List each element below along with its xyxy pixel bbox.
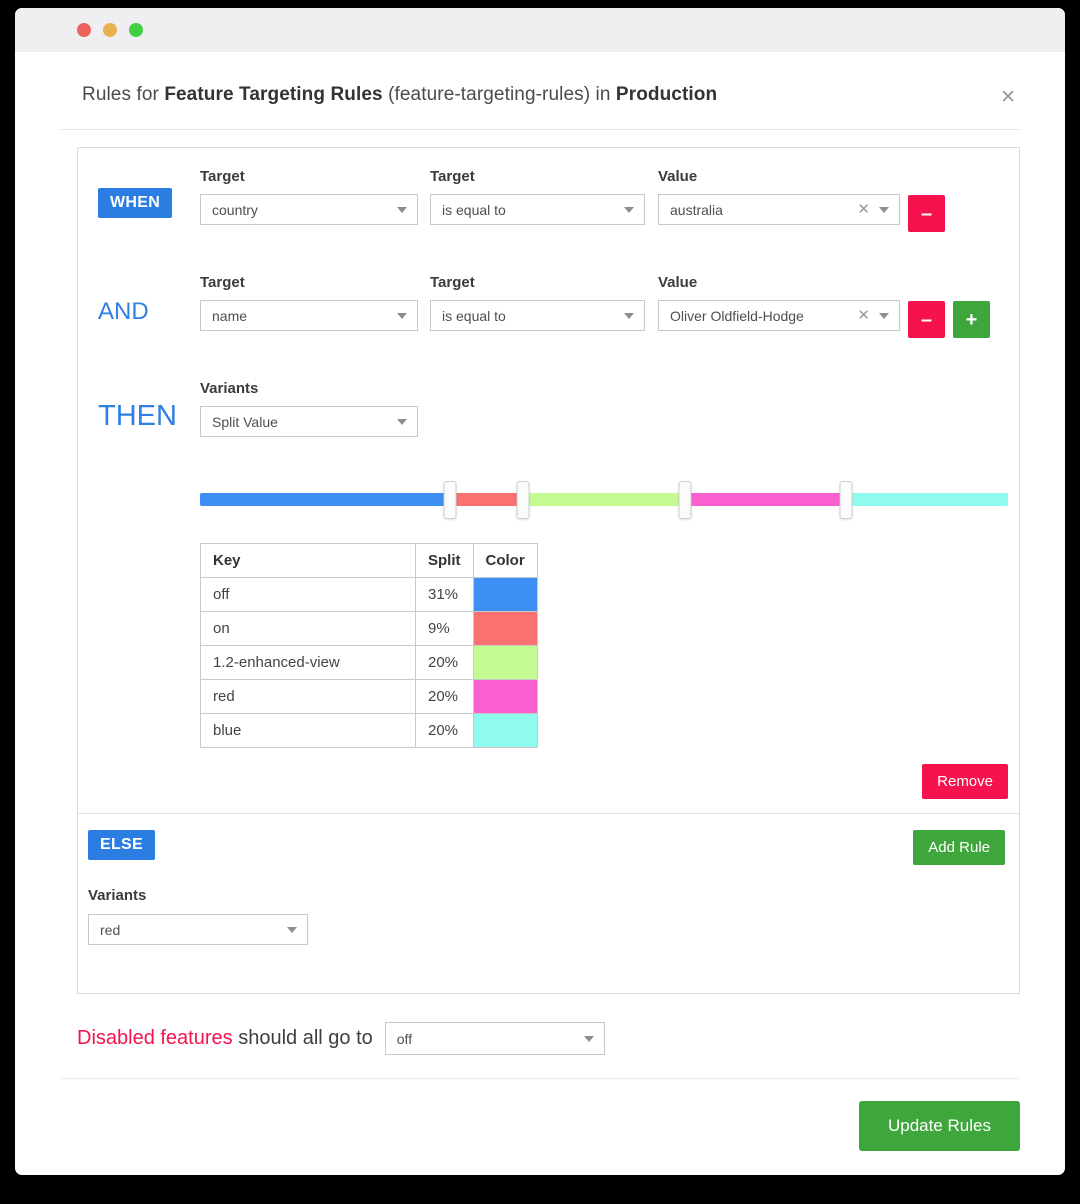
split-table: Key Split Color off 31% on (200, 543, 538, 748)
slider-segment-on (450, 493, 524, 506)
variant-color-swatch (472, 577, 538, 612)
variant-split: 9% (415, 611, 474, 646)
table-row: on 9% (200, 611, 538, 646)
chevron-down-icon (879, 312, 889, 319)
close-icon[interactable]: ✕ (996, 86, 1020, 109)
remove-condition-button[interactable]: – (908, 301, 945, 338)
target-attribute-label: Target (200, 274, 245, 291)
then-row: THEN Variants Split Value (98, 380, 999, 437)
column-header-key: Key (200, 543, 416, 578)
operator-select[interactable]: is equal to (430, 300, 645, 331)
target-attribute-select[interactable]: name (200, 300, 418, 331)
slider-handle[interactable] (516, 481, 530, 519)
remove-rule-button[interactable]: Remove (922, 764, 1008, 799)
table-row: blue 20% (200, 713, 538, 748)
page-title: Rules for Feature Targeting Rules (featu… (82, 84, 718, 105)
chevron-down-icon (879, 206, 889, 213)
value-select[interactable]: Oliver Oldfield-Hodge ✕ (658, 300, 900, 331)
rule-section: WHEN Target country Target is equal to (78, 148, 1019, 813)
target-attribute-label: Target (200, 168, 245, 185)
slider-handle[interactable] (839, 481, 853, 519)
table-row: red 20% (200, 679, 538, 714)
and-keyword: AND (98, 298, 149, 325)
condition-row-and: AND Target name Target is equal to (98, 274, 999, 338)
variant-color-swatch (472, 611, 538, 646)
variant-split: 20% (415, 713, 474, 748)
else-badge: ELSE (88, 830, 155, 860)
table-row: 1.2-enhanced-view 20% (200, 645, 538, 680)
disabled-features-label: Disabled features (77, 1027, 233, 1049)
split-slider (200, 481, 1008, 519)
environment-name: Production (615, 84, 718, 105)
value-label: Value (658, 274, 698, 291)
chevron-down-icon (397, 312, 407, 319)
maximize-window-dot[interactable] (129, 23, 143, 37)
footer-divider (60, 1078, 1020, 1079)
chevron-down-icon (397, 418, 407, 425)
variant-color-swatch (472, 713, 538, 748)
disabled-features-text: should all go to (238, 1027, 373, 1049)
when-badge: WHEN (98, 188, 173, 218)
slider-segment-off (200, 493, 451, 506)
window-titlebar (15, 8, 1065, 52)
variant-key: red (200, 679, 416, 714)
split-slider-bar (200, 493, 1008, 506)
variant-color-swatch (472, 645, 538, 680)
app-window: Rules for Feature Targeting Rules (featu… (15, 8, 1065, 1175)
variants-select[interactable]: Split Value (200, 406, 418, 437)
modal-header: Rules for Feature Targeting Rules (featu… (60, 52, 1020, 130)
variant-color-swatch (472, 679, 538, 714)
minimize-window-dot[interactable] (103, 23, 117, 37)
chevron-down-icon (624, 312, 634, 319)
split-table-header: Key Split Color (200, 543, 538, 578)
close-window-dot[interactable] (77, 23, 91, 37)
rules-panel: WHEN Target country Target is equal to (77, 147, 1020, 994)
add-rule-button[interactable]: Add Rule (913, 830, 1005, 865)
value-select[interactable]: australia ✕ (658, 194, 900, 225)
column-header-split: Split (415, 543, 474, 578)
variant-split: 31% (415, 577, 474, 612)
clear-icon[interactable]: ✕ (857, 307, 870, 324)
clear-icon[interactable]: ✕ (857, 201, 870, 218)
target-attribute-select[interactable]: country (200, 194, 418, 225)
else-variants-select[interactable]: red (88, 914, 308, 945)
flag-name: Feature Targeting Rules (164, 84, 383, 105)
table-row: off 31% (200, 577, 538, 612)
slider-handle[interactable] (443, 481, 457, 519)
disabled-features-row: Disabled features should all go to off (77, 1022, 1020, 1055)
condition-row-when: WHEN Target country Target is equal to (98, 168, 999, 232)
slider-segment-blue (846, 493, 1008, 506)
variant-key: on (200, 611, 416, 646)
variant-split: 20% (415, 645, 474, 680)
variant-key: 1.2-enhanced-view (200, 645, 416, 680)
else-variants-label: Variants (88, 887, 147, 904)
variant-key: blue (200, 713, 416, 748)
modal-content: Rules for Feature Targeting Rules (featu… (15, 52, 1065, 1175)
else-section: ELSE Add Rule Variants red (78, 813, 1019, 993)
operator-label: Target (430, 274, 475, 291)
then-keyword: THEN (98, 400, 177, 432)
slider-handle[interactable] (678, 481, 692, 519)
chevron-down-icon (287, 926, 297, 933)
operator-label: Target (430, 168, 475, 185)
add-condition-button[interactable]: + (953, 301, 990, 338)
remove-condition-button[interactable]: – (908, 195, 945, 232)
update-rules-button[interactable]: Update Rules (858, 1101, 1020, 1151)
variant-split: 20% (415, 679, 474, 714)
chevron-down-icon (583, 1035, 594, 1042)
chevron-down-icon (624, 206, 634, 213)
slider-segment-enhanced-view (523, 493, 685, 506)
chevron-down-icon (397, 206, 407, 213)
disabled-fallback-select[interactable]: off (384, 1022, 605, 1055)
variants-label: Variants (200, 380, 259, 397)
operator-select[interactable]: is equal to (430, 194, 645, 225)
slider-segment-red (684, 493, 847, 506)
column-header-color: Color (472, 543, 538, 578)
value-label: Value (658, 168, 698, 185)
variant-key: off (200, 577, 416, 612)
